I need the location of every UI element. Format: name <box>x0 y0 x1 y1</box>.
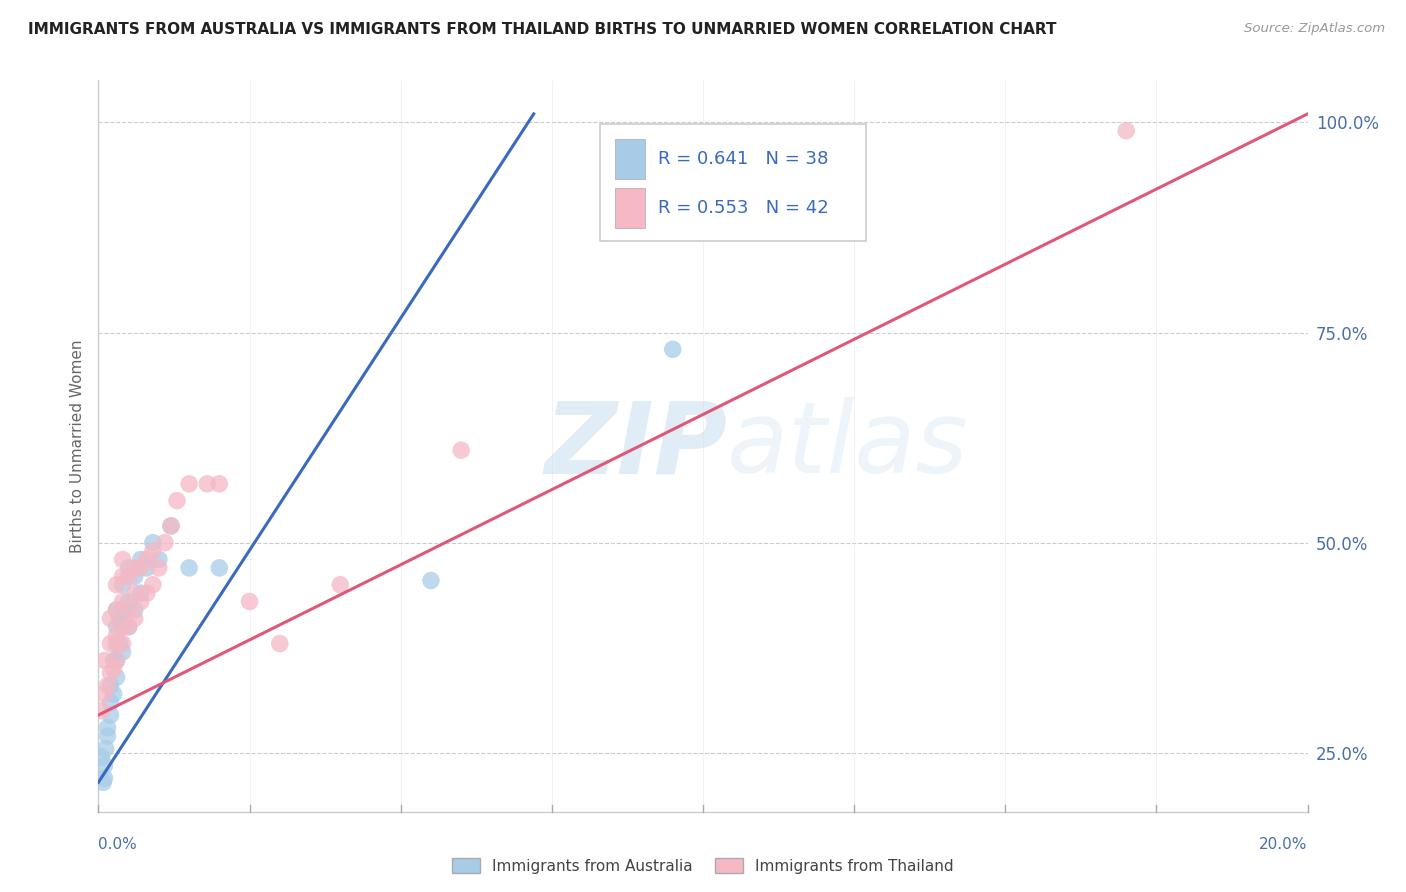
Point <box>108 611 131 625</box>
Point <box>111 594 134 608</box>
Point <box>100 611 122 625</box>
Point <box>93 653 115 667</box>
Point <box>105 578 128 592</box>
Point <box>105 603 128 617</box>
Point <box>208 476 231 491</box>
Point <box>111 569 134 583</box>
Point <box>91 775 114 789</box>
Point <box>105 636 128 650</box>
Point <box>118 620 141 634</box>
Point <box>124 603 146 617</box>
Point <box>100 695 122 709</box>
Point <box>96 721 118 735</box>
Point <box>93 687 115 701</box>
Text: 0.0%: 0.0% <box>98 837 138 852</box>
Point <box>135 586 157 600</box>
Text: Source: ZipAtlas.com: Source: ZipAtlas.com <box>1244 22 1385 36</box>
Point <box>111 620 134 634</box>
Point <box>111 603 134 617</box>
Point <box>103 653 125 667</box>
Point <box>142 578 165 592</box>
Point <box>93 758 115 772</box>
Point <box>118 569 141 583</box>
Text: ZIP: ZIP <box>544 398 727 494</box>
Point <box>118 561 141 575</box>
FancyBboxPatch shape <box>614 139 645 179</box>
Point <box>420 574 443 588</box>
Point <box>148 561 170 575</box>
Point <box>179 561 201 575</box>
Point <box>105 620 128 634</box>
Text: R = 0.553   N = 42: R = 0.553 N = 42 <box>658 199 830 217</box>
Point <box>105 653 128 667</box>
Point <box>1115 124 1137 138</box>
Point <box>103 687 125 701</box>
Point <box>96 729 118 743</box>
Point <box>129 552 152 566</box>
Point <box>90 704 112 718</box>
Point <box>100 636 122 650</box>
Point <box>124 586 146 600</box>
Point <box>111 645 134 659</box>
Point <box>111 620 134 634</box>
Point <box>105 636 128 650</box>
Point <box>93 771 115 785</box>
Text: IMMIGRANTS FROM AUSTRALIA VS IMMIGRANTS FROM THAILAND BIRTHS TO UNMARRIED WOMEN : IMMIGRANTS FROM AUSTRALIA VS IMMIGRANTS … <box>28 22 1057 37</box>
FancyBboxPatch shape <box>600 124 866 241</box>
Point <box>105 603 128 617</box>
Point <box>129 561 152 575</box>
Text: 20.0%: 20.0% <box>1260 837 1308 852</box>
Point <box>124 611 146 625</box>
Point <box>111 552 134 566</box>
Point <box>111 578 134 592</box>
Point <box>108 636 131 650</box>
Point <box>142 544 165 558</box>
Point <box>103 662 125 676</box>
FancyBboxPatch shape <box>614 188 645 228</box>
Point <box>450 443 472 458</box>
Point <box>118 620 141 634</box>
Point <box>329 578 352 592</box>
Point <box>661 343 683 357</box>
Point <box>166 493 188 508</box>
Point <box>124 569 146 583</box>
Point <box>148 552 170 566</box>
Point <box>90 750 112 764</box>
Point <box>124 561 146 575</box>
Point <box>129 586 152 600</box>
Point <box>105 653 128 667</box>
Point <box>195 476 218 491</box>
Point <box>96 679 118 693</box>
Point <box>105 670 128 684</box>
Point <box>160 519 183 533</box>
Point <box>105 628 128 642</box>
Point <box>100 679 122 693</box>
Point <box>239 594 262 608</box>
Point <box>135 552 157 566</box>
Point <box>118 603 141 617</box>
Legend: Immigrants from Australia, Immigrants from Thailand: Immigrants from Australia, Immigrants fr… <box>446 852 960 880</box>
Point <box>179 476 201 491</box>
Point <box>118 594 141 608</box>
Point <box>94 741 117 756</box>
Text: atlas: atlas <box>727 398 969 494</box>
Point <box>269 636 291 650</box>
Point <box>160 519 183 533</box>
Point <box>129 594 152 608</box>
Point <box>153 535 176 549</box>
Point <box>100 665 122 680</box>
Text: R = 0.641   N = 38: R = 0.641 N = 38 <box>658 150 828 168</box>
Point <box>100 708 122 723</box>
Point <box>135 561 157 575</box>
Point <box>208 561 231 575</box>
Point <box>111 636 134 650</box>
Y-axis label: Births to Unmarried Women: Births to Unmarried Women <box>69 339 84 553</box>
Point <box>142 535 165 549</box>
